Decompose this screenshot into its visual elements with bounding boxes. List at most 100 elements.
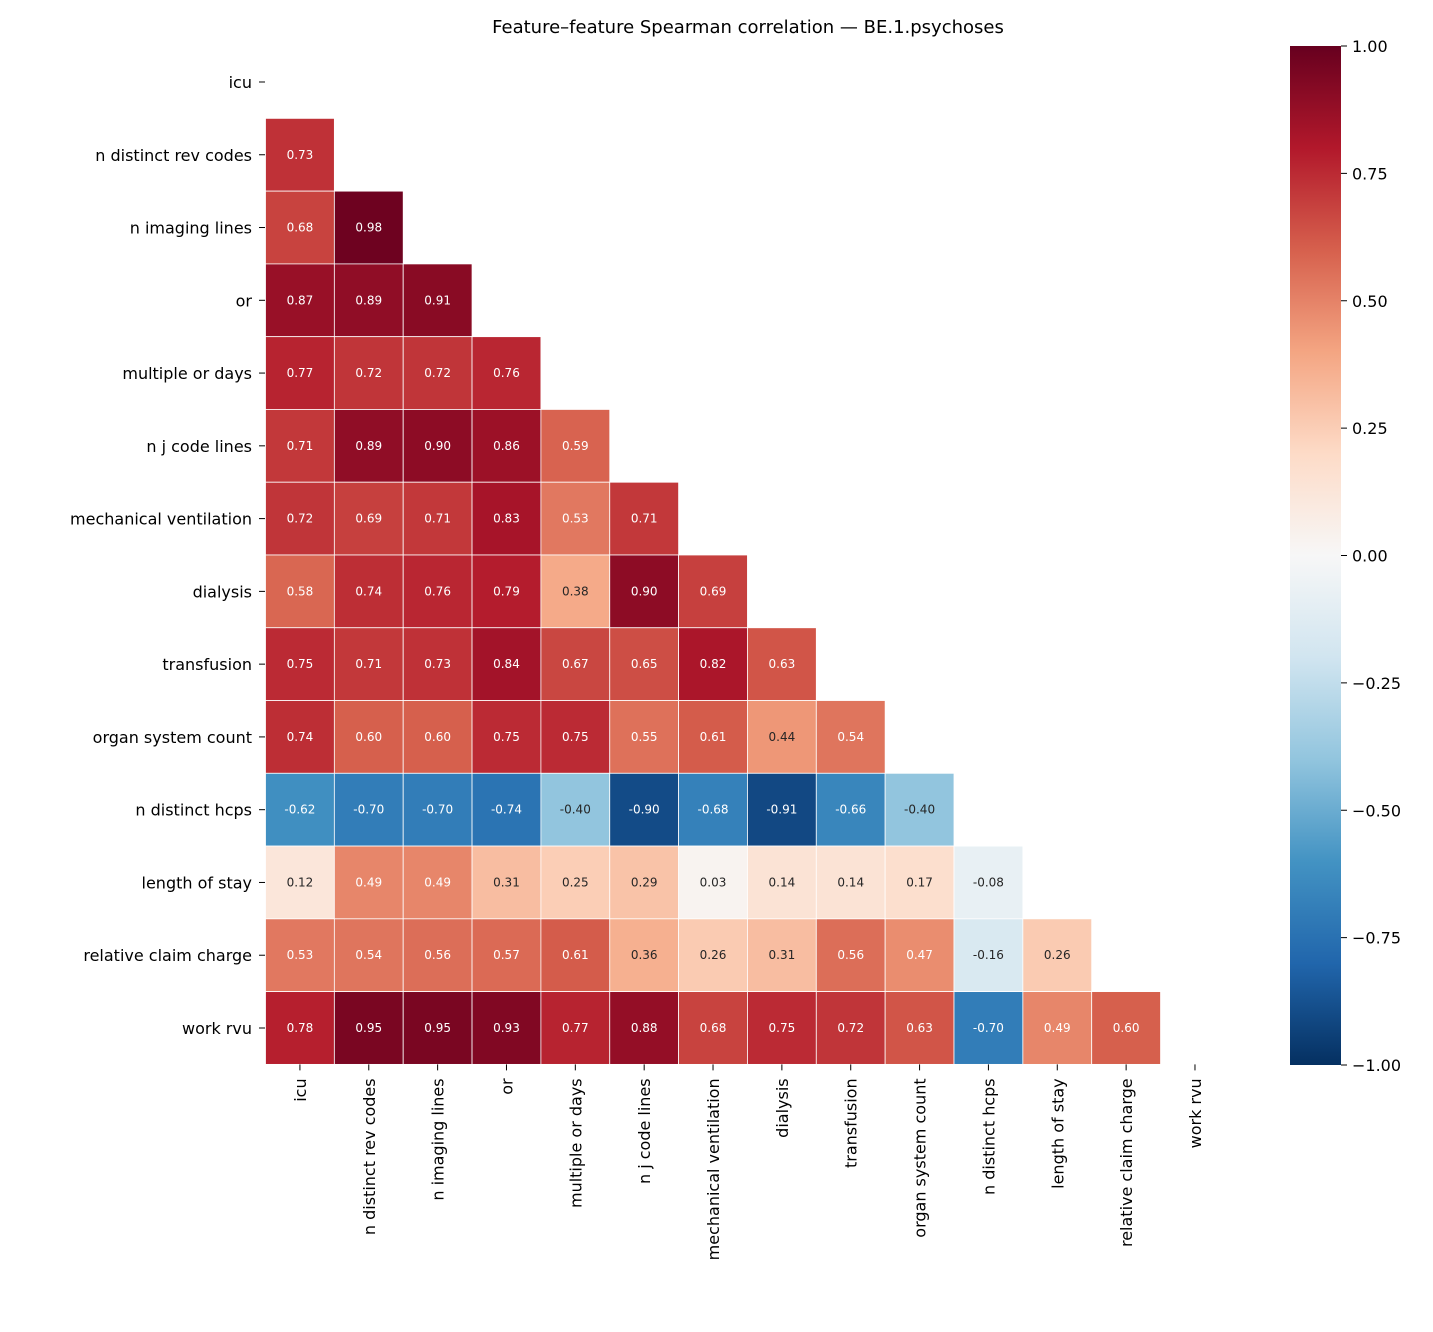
heatmap-cell [402, 918, 473, 993]
cell-value-label: 0.47 [906, 948, 933, 962]
y-tick-label: multiple or days [122, 364, 252, 383]
cell-value-label: 0.65 [631, 657, 658, 671]
heatmap-cell [265, 190, 335, 265]
cell-value-label: 0.77 [287, 366, 314, 380]
heatmap-cell [953, 845, 1024, 920]
cell-value-label: 0.14 [769, 875, 796, 889]
cell-value-label: 0.95 [424, 1021, 451, 1035]
heatmap-cell [471, 845, 542, 920]
cell-value-label: 0.31 [493, 875, 520, 889]
cell-value-label: -0.66 [835, 803, 866, 817]
heatmap-cell [1022, 918, 1093, 993]
cell-value-label: 0.63 [906, 1021, 933, 1035]
cell-value-label: 0.87 [287, 293, 314, 307]
heatmap-cell [678, 554, 748, 629]
cell-value-label: 0.14 [837, 875, 864, 889]
cell-value-label: 0.54 [355, 948, 382, 962]
cell-value-label: 0.54 [837, 730, 864, 744]
cell-value-label: 0.63 [769, 657, 796, 671]
x-tick-label: relative claim charge [1117, 1078, 1136, 1247]
cell-value-label: 0.72 [424, 366, 451, 380]
colorbar-tick-label: 0.25 [1352, 419, 1388, 438]
cell-value-label: 0.36 [631, 948, 658, 962]
heatmap-cell [402, 627, 473, 701]
heatmap-cell [609, 481, 679, 556]
cell-value-label: 0.71 [287, 439, 314, 453]
cell-value-label: 0.49 [355, 875, 382, 889]
heatmap-cell [333, 409, 404, 483]
x-tick-label: n imaging lines [429, 1078, 448, 1200]
x-tick-label: dialysis [773, 1078, 792, 1137]
cell-value-label: 0.89 [355, 439, 382, 453]
heatmap-cell [333, 263, 404, 338]
heatmap-cell [747, 627, 817, 701]
cell-value-label: 0.60 [355, 730, 382, 744]
colorbar [1290, 46, 1341, 1065]
cell-value-label: 0.59 [562, 439, 589, 453]
heatmap-cell [471, 991, 542, 1065]
heatmap-cell [953, 918, 1024, 993]
heatmap-cell [609, 554, 679, 629]
cell-value-label: 0.58 [287, 584, 314, 598]
heatmap-cell [815, 845, 886, 920]
y-tick-label: relative claim charge [83, 946, 252, 965]
y-tick-label: icu [229, 73, 252, 92]
colorbar-tick-label: −0.50 [1352, 801, 1401, 820]
cell-value-label: 0.53 [562, 512, 589, 526]
heatmap-cell [609, 772, 679, 847]
cell-value-label: 0.31 [769, 948, 796, 962]
cell-value-label: 0.84 [493, 657, 520, 671]
cell-value-label: 0.71 [424, 512, 451, 526]
cell-value-label: 0.76 [493, 366, 520, 380]
heatmap-cell [402, 991, 473, 1065]
cell-value-label: 0.60 [424, 730, 451, 744]
x-tick-label: length of stay [1048, 1078, 1067, 1188]
cell-value-label: 0.56 [837, 948, 864, 962]
cell-value-label: 0.90 [631, 584, 658, 598]
y-tick-label: length of stay [142, 873, 252, 892]
cell-value-label: 0.55 [631, 730, 658, 744]
heatmap-cell [540, 991, 611, 1065]
heatmap-cell [884, 991, 955, 1065]
cell-value-label: 0.90 [424, 439, 451, 453]
cell-value-label: 0.60 [1113, 1021, 1140, 1035]
y-tick-label: dialysis [193, 582, 252, 601]
cell-value-label: 0.91 [424, 293, 451, 307]
y-tick-label: n j code lines [146, 437, 252, 456]
heatmap-cell [333, 918, 404, 993]
cell-value-label: 0.75 [287, 657, 314, 671]
y-tick-label: n distinct hcps [135, 801, 252, 820]
x-tick-label: or [497, 1078, 516, 1095]
heatmap-cell [609, 918, 679, 993]
heatmap-cell [471, 918, 542, 993]
heatmap-cell [471, 409, 542, 483]
heatmap-cell [884, 918, 955, 993]
heatmap-cell [333, 336, 404, 410]
heatmap-cell [471, 336, 542, 410]
y-tick-label: n imaging lines [130, 219, 252, 238]
colorbar-ticks: 1.00 0.75 0.50 0.25 0.00 −0.25 −0.50 −0.75 −1.00 [1341, 37, 1401, 1075]
cell-value-label: 0.44 [769, 730, 796, 744]
cell-value-label: 0.57 [493, 948, 520, 962]
cell-value-label: -0.40 [904, 803, 935, 817]
cell-value-label: 0.75 [493, 730, 520, 744]
heatmap-cell [265, 554, 335, 629]
heatmap-cell [815, 772, 886, 847]
heatmap-cell [265, 772, 335, 847]
y-tick-label: organ system count [93, 728, 252, 747]
cell-value-label: 0.56 [424, 948, 451, 962]
cell-value-label: 0.77 [562, 1021, 589, 1035]
cell-value-label: -0.62 [284, 803, 315, 817]
heatmap-cell [333, 554, 404, 629]
cell-value-label: 0.93 [493, 1021, 520, 1035]
heatmap-cell [678, 918, 748, 993]
cell-value-label: 0.74 [355, 584, 382, 598]
x-tick-label: icu [291, 1078, 310, 1101]
heatmap-cell [747, 772, 817, 847]
heatmap-cell [678, 700, 748, 774]
cell-value-label: -0.16 [973, 948, 1004, 962]
cell-value-label: 0.86 [493, 439, 520, 453]
colorbar-tick-label: 0.50 [1352, 292, 1388, 311]
colorbar-tick-label: −0.25 [1352, 674, 1401, 693]
y-tick-label: mechanical ventilation [70, 510, 252, 529]
